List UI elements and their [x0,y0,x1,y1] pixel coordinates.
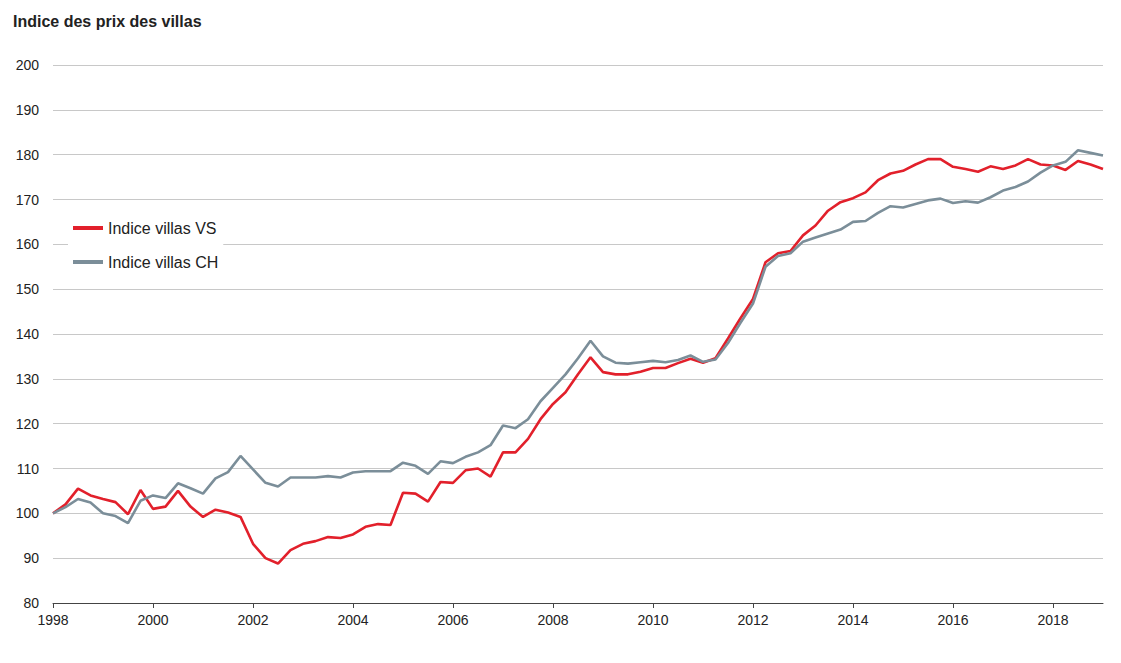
svg-text:2018: 2018 [1037,612,1068,628]
svg-text:2014: 2014 [837,612,868,628]
svg-text:150: 150 [16,281,40,297]
svg-text:2012: 2012 [737,612,768,628]
svg-text:180: 180 [16,147,40,163]
svg-text:2002: 2002 [237,612,268,628]
svg-text:2004: 2004 [337,612,368,628]
svg-text:100: 100 [16,505,40,521]
svg-text:200: 200 [16,57,40,73]
svg-text:Indice des prix des villas: Indice des prix des villas [13,13,202,30]
svg-text:170: 170 [16,192,40,208]
svg-text:120: 120 [16,416,40,432]
svg-text:110: 110 [17,461,40,477]
svg-text:Indice villas VS: Indice villas VS [108,220,217,237]
svg-text:90: 90 [23,550,39,566]
svg-text:2008: 2008 [537,612,568,628]
svg-text:190: 190 [16,102,40,118]
svg-text:80: 80 [23,595,39,611]
svg-text:130: 130 [16,371,40,387]
svg-text:Indice villas CH: Indice villas CH [108,254,218,271]
svg-text:1998: 1998 [37,612,68,628]
svg-text:2010: 2010 [637,612,668,628]
svg-text:2000: 2000 [137,612,168,628]
svg-text:2006: 2006 [437,612,468,628]
svg-text:160: 160 [16,236,40,252]
svg-text:140: 140 [16,326,40,342]
svg-text:2016: 2016 [937,612,968,628]
